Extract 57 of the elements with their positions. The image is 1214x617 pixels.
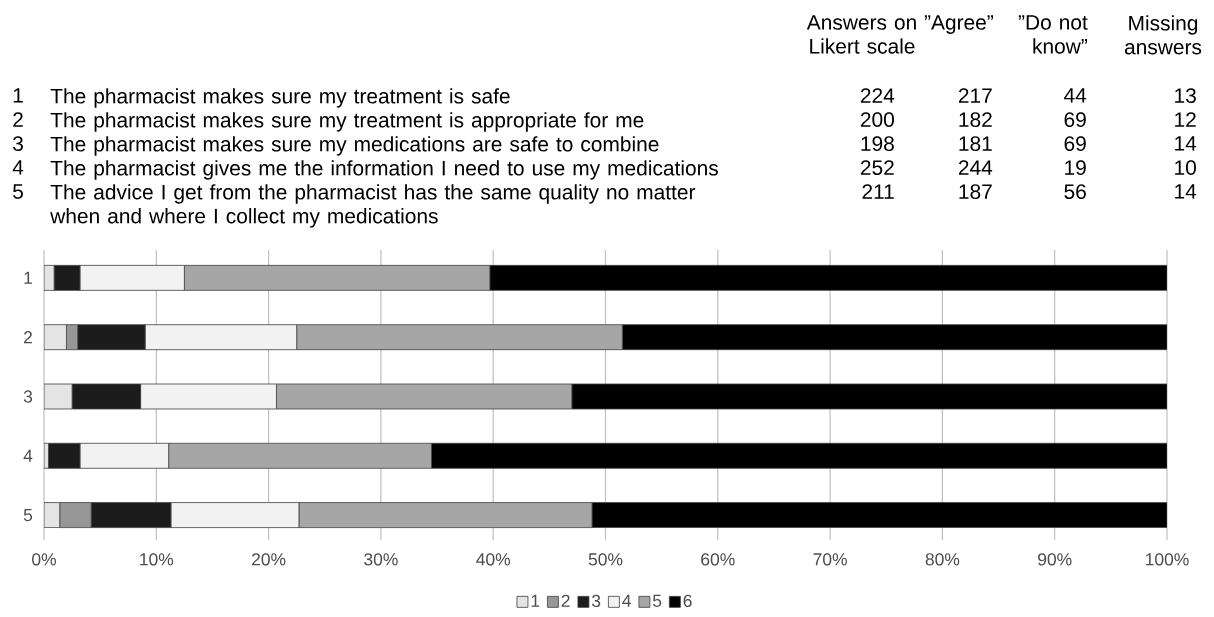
y-tick-label: 5 xyxy=(23,509,33,522)
text: 14 xyxy=(1175,136,1197,151)
text: 13 xyxy=(1175,88,1196,104)
bar xyxy=(571,383,1167,410)
text: The advice I get from the pharmacist has the same quality no matter when and where I collect my medications xyxy=(50,184,696,228)
text: The pharmacist makes sure my treatment is safe xyxy=(50,88,510,108)
x-tick-label: 0% xyxy=(32,553,56,566)
bar xyxy=(431,442,1167,469)
text: Answers on Likert scale xyxy=(806,15,916,54)
text: 211 xyxy=(862,184,894,199)
y-tick-label: 1 xyxy=(24,271,32,284)
text: 14 xyxy=(1175,184,1197,199)
text: 182 xyxy=(959,112,992,128)
legend-label: 6 xyxy=(683,594,692,608)
x-tick-label: 80% xyxy=(925,553,960,566)
x-tick-label: 100% xyxy=(1146,553,1189,566)
bar xyxy=(621,324,1167,351)
text: 198 xyxy=(861,136,894,152)
y-tick-label: 3 xyxy=(23,390,33,403)
text: 244 xyxy=(958,160,993,175)
text: The pharmacist makes sure my treatment is appropriate for me xyxy=(50,112,644,132)
bar xyxy=(44,324,67,351)
legend-label: 3 xyxy=(591,594,601,608)
text: The pharmacist makes sure my medications are safe to combine xyxy=(50,136,659,156)
x-tick-label: 40% xyxy=(476,553,511,566)
text: 69 xyxy=(1064,112,1086,128)
y-tick-label: 4 xyxy=(23,449,33,462)
bar xyxy=(489,264,1167,291)
text: 44 xyxy=(1064,88,1087,103)
x-tick-label: 20% xyxy=(252,553,286,566)
text: ”Agree” xyxy=(924,15,994,34)
legend-label: 2 xyxy=(561,594,570,607)
x-tick-label: 60% xyxy=(701,553,735,566)
text: 69 xyxy=(1064,136,1086,152)
x-tick-label: 10% xyxy=(140,553,174,566)
text: Missing answers xyxy=(1124,15,1202,55)
text: 224 xyxy=(860,88,895,103)
bar xyxy=(591,502,1167,528)
text: 10 xyxy=(1175,160,1196,176)
legend-label: 4 xyxy=(622,594,631,607)
legend-label: 5 xyxy=(652,594,662,607)
text: 56 xyxy=(1064,184,1086,200)
text: 181 xyxy=(959,136,992,152)
legend-label: 1 xyxy=(531,594,540,607)
x-tick-label: 50% xyxy=(588,553,623,566)
x-tick-label: 90% xyxy=(1038,553,1072,566)
text: 19 xyxy=(1065,160,1086,176)
text: 12 xyxy=(1175,112,1196,127)
x-tick-label: 70% xyxy=(813,553,847,566)
text: ”Do not know” xyxy=(1018,15,1088,54)
text: 252 xyxy=(860,160,894,176)
text: The pharmacist gives me the information I need to use my medications xyxy=(50,160,718,180)
x-tick-label: 30% xyxy=(364,553,398,566)
text: 217 xyxy=(958,88,992,103)
text: 187 xyxy=(959,184,992,200)
y-tick-label: 2 xyxy=(24,331,32,344)
text: 200 xyxy=(860,112,894,128)
